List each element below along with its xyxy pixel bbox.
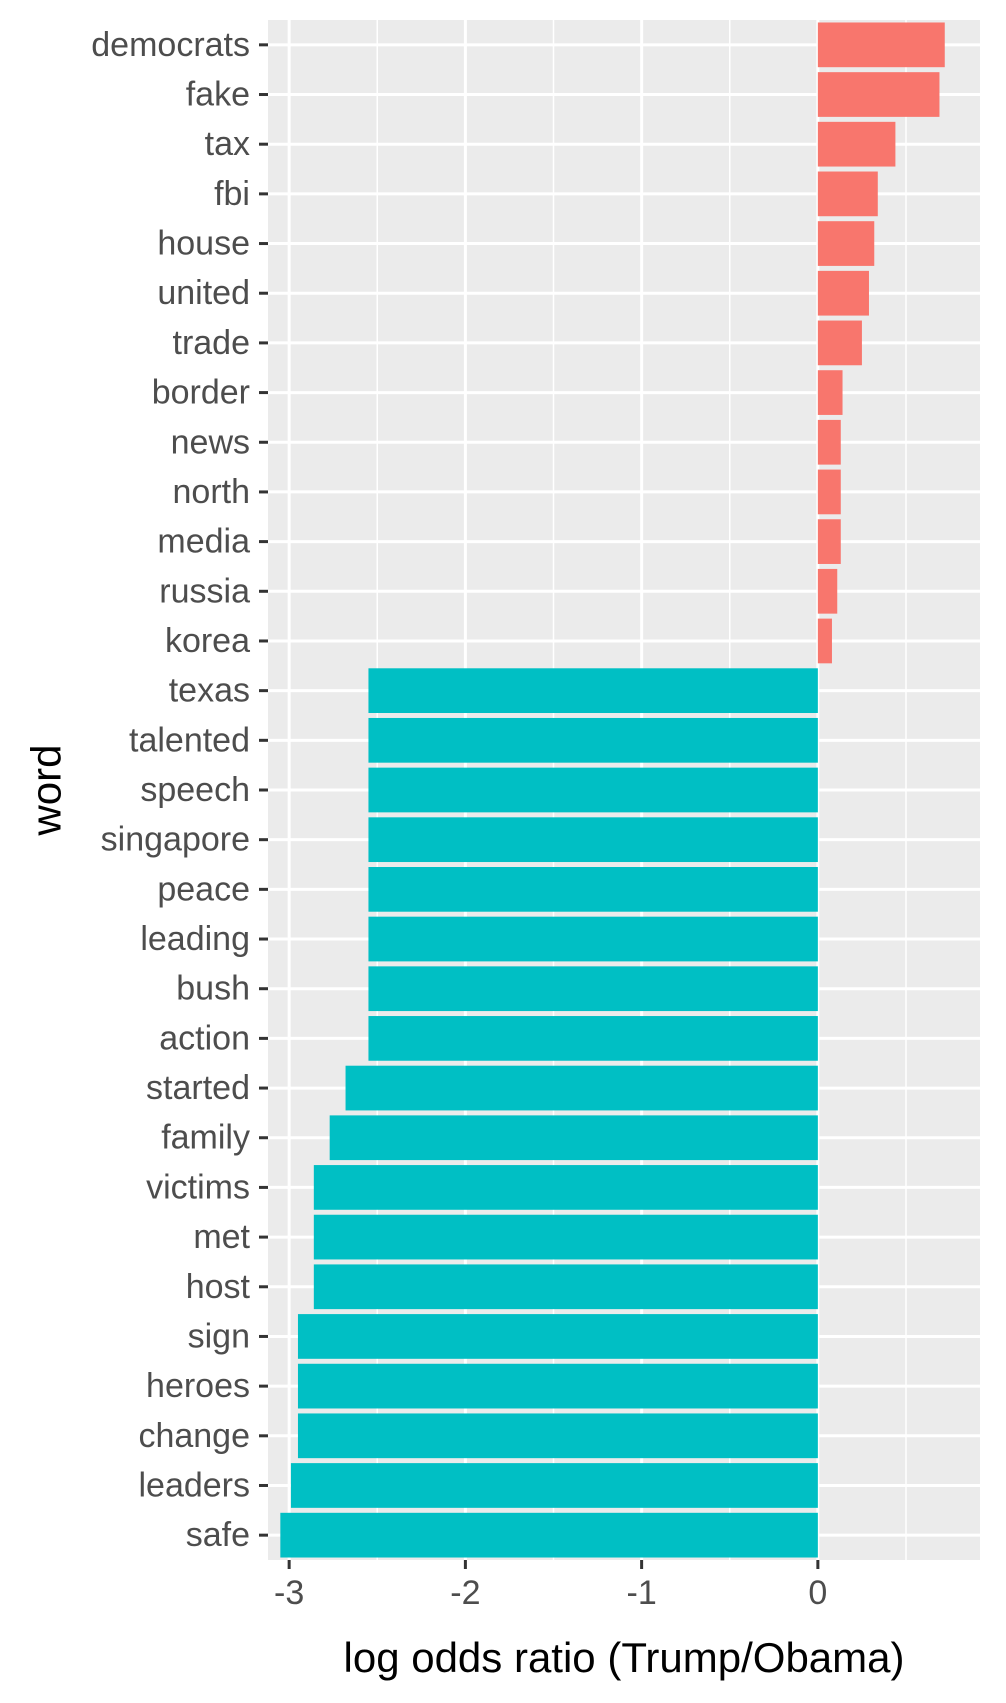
y-tick-label: border xyxy=(152,374,250,412)
bar-met xyxy=(313,1214,818,1260)
y-tick-label: action xyxy=(159,1019,250,1057)
bar-democrats xyxy=(817,22,945,68)
y-tick-label: bush xyxy=(176,970,250,1008)
bar-house xyxy=(817,221,875,266)
y-tick-label: leading xyxy=(140,920,250,958)
x-axis: -3 -2 -1 0 xyxy=(274,1560,827,1612)
y-tick-label: talented xyxy=(129,721,250,759)
y-tick-label: peace xyxy=(157,870,250,908)
y-tick-label: news xyxy=(171,423,250,461)
bar-trade xyxy=(817,320,862,366)
bar-tax xyxy=(817,121,896,167)
y-tick-label: media xyxy=(157,523,250,561)
bar-heroes xyxy=(297,1363,818,1409)
y-tick-label: texas xyxy=(169,672,250,710)
bar-sign xyxy=(297,1314,818,1359)
y-tick-label: north xyxy=(173,473,251,511)
y-tick-label: sign xyxy=(188,1317,250,1355)
bar-speech xyxy=(368,767,818,813)
bar-united xyxy=(817,270,869,316)
bars xyxy=(280,22,945,1558)
bar-leaders xyxy=(290,1463,818,1508)
y-tick-label: democrats xyxy=(91,26,250,64)
y-tick-label: russia xyxy=(159,572,250,610)
bar-north xyxy=(817,469,841,515)
y-tick-label: korea xyxy=(165,622,250,660)
y-tick-label: house xyxy=(157,225,250,263)
bar-leading xyxy=(368,916,818,962)
bar-peace xyxy=(368,867,818,912)
bar-action xyxy=(368,1016,818,1061)
y-tick-label: started xyxy=(146,1069,250,1107)
bar-fake xyxy=(817,72,940,117)
bar-victims xyxy=(313,1165,818,1210)
bar-change xyxy=(297,1413,818,1459)
y-tick-label: tax xyxy=(205,125,250,163)
bar-media xyxy=(817,519,841,564)
bar-started xyxy=(345,1065,818,1111)
y-tick-label: change xyxy=(138,1417,250,1455)
x-tick-label: -3 xyxy=(274,1574,304,1612)
y-tick-label: trade xyxy=(173,324,251,362)
y-tick-label: united xyxy=(157,274,250,312)
bar-korea xyxy=(817,618,832,664)
y-tick-label: family xyxy=(161,1119,250,1157)
bar-border xyxy=(817,370,843,415)
y-tick-label: safe xyxy=(186,1516,250,1554)
bar-host xyxy=(313,1264,818,1310)
bar-bush xyxy=(368,966,818,1012)
bar-fbi xyxy=(817,171,878,217)
bar-talented xyxy=(368,717,818,763)
y-tick-label: singapore xyxy=(101,821,250,859)
y-tick-label: met xyxy=(193,1218,250,1256)
bar-singapore xyxy=(368,817,818,863)
y-tick-label: speech xyxy=(140,771,250,809)
y-tick-label: victims xyxy=(146,1168,250,1206)
x-tick-label: -1 xyxy=(627,1574,657,1612)
bar-texas xyxy=(368,668,818,713)
x-tick-label: -2 xyxy=(450,1574,480,1612)
bar-news xyxy=(817,419,841,465)
y-tick-label: fbi xyxy=(214,175,250,213)
bar-russia xyxy=(817,568,838,614)
bar-safe xyxy=(280,1512,818,1558)
y-tick-label: fake xyxy=(186,76,250,114)
y-axis: democrats fake tax fbi house united trade borde… xyxy=(91,26,268,1554)
x-axis-title: log odds ratio (Trump/Obama) xyxy=(344,1634,905,1681)
y-tick-label: host xyxy=(186,1268,251,1306)
bar-family xyxy=(329,1115,818,1161)
x-tick-label: 0 xyxy=(808,1574,827,1612)
y-axis-title: word xyxy=(23,744,70,836)
y-tick-label: leaders xyxy=(138,1466,250,1504)
y-tick-label: heroes xyxy=(146,1367,250,1405)
